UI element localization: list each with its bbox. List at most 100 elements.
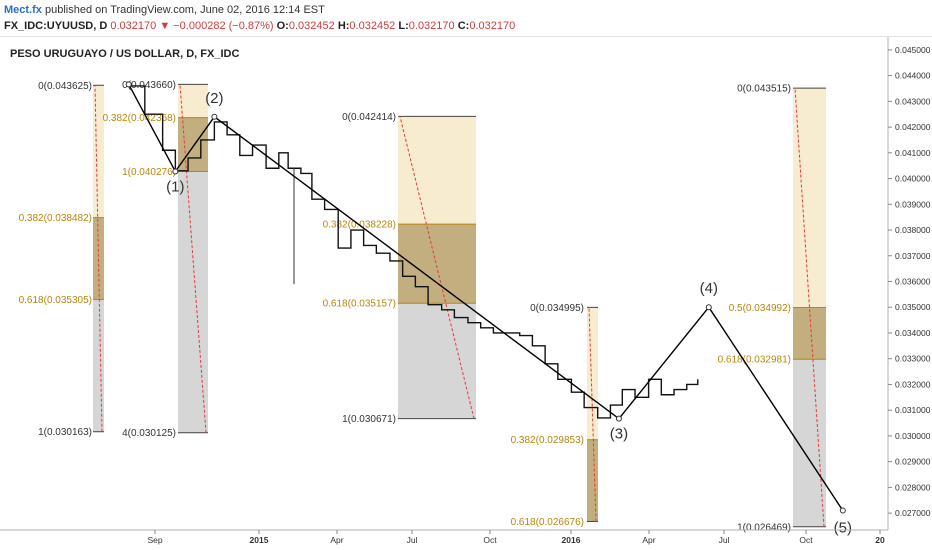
fib-level-label: 0.382(0.042368): [103, 113, 176, 124]
x-tick-label: Oct: [483, 535, 497, 545]
x-axis: Sep 2015 Apr Jul Oct 2016 Apr Jul Oct 20: [147, 530, 885, 545]
fib-zone: [587, 439, 598, 522]
quote-line: FX_IDC:UYUUSD, D 0.032170 ▼ −0.000282 (−…: [4, 20, 515, 32]
wave-label: (3): [610, 426, 628, 443]
fib-zone: [93, 299, 104, 432]
fib-zone: [398, 224, 476, 304]
wave-label: (2): [205, 90, 223, 107]
author-link[interactable]: Mect.fx: [4, 4, 42, 16]
y-tick-label: 0.040000: [895, 174, 931, 184]
wave-point: [172, 168, 179, 175]
fib-zone: [587, 307, 598, 440]
fib-level-label: 0.618(0.035157): [323, 299, 396, 310]
x-tick-label: Sep: [147, 535, 162, 545]
fib-level-label: 0.382(0.029853): [511, 435, 584, 446]
x-tick-label: 2015: [250, 535, 269, 545]
y-tick-label: 0.045000: [895, 45, 931, 55]
fib-zone: [793, 88, 826, 308]
high-value: 0.032452: [349, 20, 396, 32]
fib-level-label: 1(0.030163): [38, 427, 92, 438]
x-tick-label: 2016: [562, 535, 581, 545]
wave-label: (5): [834, 520, 852, 537]
fib-level-label: 0(0.043660): [122, 80, 176, 91]
fib-trend-line: [794, 88, 825, 527]
fib-level-label: 1(0.030671): [342, 414, 396, 425]
symbol-label: FX_IDC:UYUUSD, D: [4, 20, 108, 32]
fib-zone: [93, 85, 104, 218]
fib-level-label: 1(0.026469): [737, 522, 791, 533]
elliott-wave-line: [128, 84, 844, 511]
y-tick-label: 0.027000: [895, 508, 931, 518]
y-tick-label: 0.037000: [895, 251, 931, 261]
x-tick-label: 20: [875, 535, 885, 545]
close-label: C:: [457, 20, 470, 32]
label-layer: (1) (2) (3) (4) (5): [166, 90, 852, 537]
y-tick-label: 0.036000: [895, 277, 931, 287]
fib-level-label: 0(0.043625): [38, 81, 92, 92]
y-tick-label: 0.030000: [895, 431, 931, 441]
x-tick-label: Apr: [330, 535, 343, 545]
wave-point: [705, 304, 712, 311]
published-text: published on TradingView.com, June 02, 2…: [44, 4, 325, 16]
fib-zone: [398, 303, 476, 419]
x-tick-label: Jul: [719, 535, 730, 545]
chart-header: Mect.fx published on TradingView.com, Ju…: [0, 0, 932, 37]
low-value: 0.032170: [408, 20, 455, 32]
open-value: 0.032452: [288, 20, 335, 32]
fib-trend-line: [94, 85, 103, 432]
y-tick-label: 0.038000: [895, 225, 931, 235]
chart-title: PESO URUGUAYO / US DOLLAR, D, FX_IDC: [10, 48, 239, 60]
fib-level-label: 1(0.040276): [122, 167, 176, 178]
publish-line: Mect.fx published on TradingView.com, Ju…: [4, 4, 325, 16]
y-tick-label: 0.032000: [895, 379, 931, 389]
fib-level-label: 0.382(0.038482): [19, 213, 92, 224]
fib-zone: [178, 84, 208, 118]
fib-zone: [93, 217, 104, 300]
wave-point: [125, 81, 132, 88]
wave-point: [615, 415, 622, 422]
y-tick-label: 0.044000: [895, 71, 931, 81]
fib-level-label: 0.5(0.034992): [729, 303, 791, 314]
y-tick-label: 0.029000: [895, 457, 931, 467]
last-price: 0.032170: [110, 20, 157, 32]
y-tick-label: 0.043000: [895, 96, 931, 106]
fib-zone: [793, 307, 826, 360]
close-value: 0.032170: [469, 20, 516, 32]
y-axis: 0.045000 0.044000 0.043000 0.042000 0.041000…: [888, 45, 931, 518]
fib-level-label: 4(0.030125): [122, 428, 176, 439]
fib-trend-line: [588, 307, 597, 522]
low-label: L:: [398, 20, 409, 32]
fib-layer: 0(0.043625) 0.382(0.038482) 0.618(0.035305…: [19, 80, 826, 533]
fib-zone: [178, 117, 208, 172]
x-tick-label: Oct: [799, 535, 813, 545]
price-change: ▼ −0.000282 (−0.87%): [159, 20, 274, 32]
fib-level-label: 0.618(0.026676): [511, 517, 584, 528]
open-label: O:: [276, 20, 289, 32]
x-tick-label: Jul: [407, 535, 418, 545]
wave-label: (4): [700, 280, 718, 297]
high-label: H:: [337, 20, 350, 32]
y-tick-label: 0.034000: [895, 328, 931, 338]
fib-level-label: 0(0.042414): [342, 112, 396, 123]
y-tick-label: 0.042000: [895, 122, 931, 132]
wave-layer: [125, 81, 846, 514]
y-tick-label: 0.031000: [895, 405, 931, 415]
y-tick-label: 0.028000: [895, 482, 931, 492]
fib-trend-line: [399, 116, 475, 419]
fib-trend-line: [179, 84, 207, 433]
y-tick-label: 0.039000: [895, 199, 931, 209]
fib-zone: [398, 116, 476, 225]
y-tick-label: 0.035000: [895, 302, 931, 312]
wave-label: (1): [166, 178, 184, 195]
wave-point: [211, 113, 218, 120]
y-tick-label: 0.033000: [895, 354, 931, 364]
fib-level-label: 0.618(0.032981): [718, 355, 791, 366]
fib-zone: [178, 171, 208, 433]
fib-level-label: 0.618(0.035305): [19, 295, 92, 306]
fib-level-label: 0(0.034995): [530, 303, 584, 314]
x-tick-label: Apr: [642, 535, 655, 545]
y-tick-label: 0.041000: [895, 148, 931, 158]
fib-level-label: 0(0.043515): [737, 84, 791, 95]
wave-point: [839, 507, 846, 514]
